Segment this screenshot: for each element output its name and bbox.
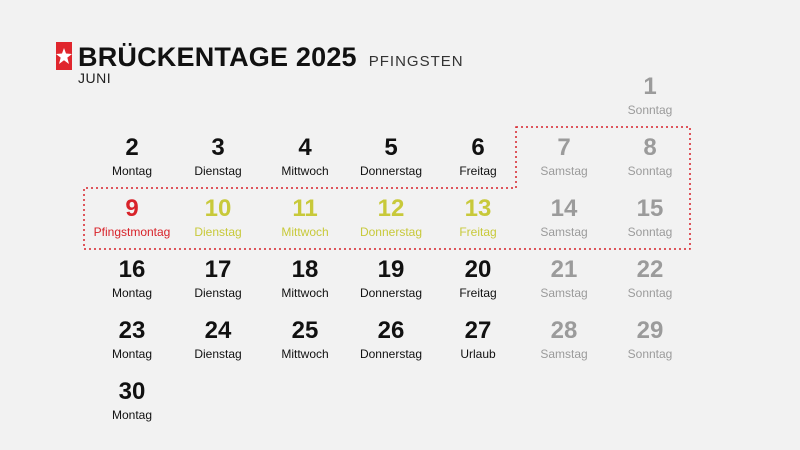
weekday-label: Montag: [111, 408, 153, 422]
day-number: 3: [211, 134, 225, 161]
day-number: 7: [557, 134, 571, 161]
weekday-label: Donnerstag: [359, 347, 423, 361]
weekday-label: Donnerstag: [359, 164, 423, 178]
day-cell: 30 Montag: [82, 379, 182, 423]
day-cell: 15 Sonntag: [600, 196, 700, 240]
day-cell: 6 Freitag: [428, 135, 528, 179]
day-number: 24: [204, 317, 232, 344]
day-number: 8: [643, 134, 657, 161]
day-cell: 23 Montag: [82, 318, 182, 362]
weekday-label: Dienstag: [194, 164, 242, 178]
day-cell: 19 Donnerstag: [341, 257, 441, 301]
day-number: 18: [291, 256, 319, 283]
weekday-label: Samstag: [540, 225, 588, 239]
day-number: 23: [118, 317, 146, 344]
day-number: 30: [118, 378, 146, 405]
day-number: 22: [636, 256, 664, 283]
weekday-label: Pfingstmontag: [93, 225, 171, 239]
day-cell: 22 Sonntag: [600, 257, 700, 301]
day-cell: 10 Dienstag: [168, 196, 268, 240]
day-number: 29: [636, 317, 664, 344]
day-number: 27: [464, 317, 492, 344]
weekday-label: Freitag: [459, 225, 497, 239]
weekday-label: Dienstag: [194, 347, 242, 361]
weekday-label: Samstag: [540, 164, 588, 178]
day-number: 9: [125, 195, 139, 222]
day-cell: 18 Mittwoch: [255, 257, 355, 301]
weekday-label: Sonntag: [627, 286, 673, 300]
day-cell: 25 Mittwoch: [255, 318, 355, 362]
weekday-label: Sonntag: [627, 103, 673, 117]
day-cell: 21 Samstag: [514, 257, 614, 301]
day-cell: 12 Donnerstag: [341, 196, 441, 240]
day-number: 5: [384, 134, 398, 161]
page-title: BRÜCKENTAGE 2025: [78, 42, 357, 72]
weekday-label: Montag: [111, 347, 153, 361]
day-number: 13: [464, 195, 492, 222]
weekday-label: Donnerstag: [359, 225, 423, 239]
weekday-label: Dienstag: [194, 286, 242, 300]
weekday-label: Samstag: [540, 286, 588, 300]
day-cell: 8 Sonntag: [600, 135, 700, 179]
day-number: 28: [550, 317, 578, 344]
weekday-label: Mittwoch: [281, 164, 329, 178]
weekday-label: Dienstag: [194, 225, 242, 239]
day-number: 19: [377, 256, 405, 283]
weekday-label: Donnerstag: [359, 286, 423, 300]
weekday-label: Freitag: [459, 164, 497, 178]
day-number: 11: [292, 195, 318, 222]
day-number: 26: [377, 317, 405, 344]
day-number: 21: [550, 256, 578, 283]
day-cell: 16 Montag: [82, 257, 182, 301]
day-cell: 14 Samstag: [514, 196, 614, 240]
day-cell: 13 Freitag: [428, 196, 528, 240]
day-cell: 29 Sonntag: [600, 318, 700, 362]
weekday-label: Sonntag: [627, 164, 673, 178]
day-number: 12: [377, 195, 405, 222]
weekday-label: Mittwoch: [281, 347, 329, 361]
day-cell: 28 Samstag: [514, 318, 614, 362]
day-cell: 24 Dienstag: [168, 318, 268, 362]
day-number: 20: [464, 256, 492, 283]
day-number: 1: [643, 73, 657, 100]
day-cell: 7 Samstag: [514, 135, 614, 179]
day-cell: 2 Montag: [82, 135, 182, 179]
weekday-label: Sonntag: [627, 347, 673, 361]
day-number: 14: [550, 195, 578, 222]
weekday-label: Freitag: [459, 286, 497, 300]
weekday-label: Samstag: [540, 347, 588, 361]
day-number: 16: [118, 256, 146, 283]
day-number: 4: [298, 134, 312, 161]
day-cell: 3 Dienstag: [168, 135, 268, 179]
stern-logo-icon: [56, 42, 72, 70]
weekday-label: Montag: [111, 286, 153, 300]
weekday-label: Mittwoch: [281, 286, 329, 300]
weekday-label: Sonntag: [627, 225, 673, 239]
day-cell: 4 Mittwoch: [255, 135, 355, 179]
day-cell: 11 Mittwoch: [255, 196, 355, 240]
day-number: 25: [291, 317, 319, 344]
day-cell: 26 Donnerstag: [341, 318, 441, 362]
day-cell: 5 Donnerstag: [341, 135, 441, 179]
day-cell: 27 Urlaub: [428, 318, 528, 362]
month-label: JUNI: [78, 70, 112, 86]
day-number: 6: [471, 134, 485, 161]
day-cell: 17 Dienstag: [168, 257, 268, 301]
header: BRÜCKENTAGE 2025 PFINGSTEN: [56, 38, 464, 73]
weekday-label: Urlaub: [460, 347, 496, 361]
weekday-label: Montag: [111, 164, 153, 178]
day-cell: 9 Pfingstmontag: [82, 196, 182, 240]
day-number: 10: [204, 195, 232, 222]
day-cell: 20 Freitag: [428, 257, 528, 301]
weekday-label: Mittwoch: [281, 225, 329, 239]
day-cell: 1 Sonntag: [600, 74, 700, 118]
page-subtitle: PFINGSTEN: [368, 53, 464, 70]
day-number: 15: [636, 195, 664, 222]
day-number: 2: [125, 134, 139, 161]
day-number: 17: [204, 256, 232, 283]
